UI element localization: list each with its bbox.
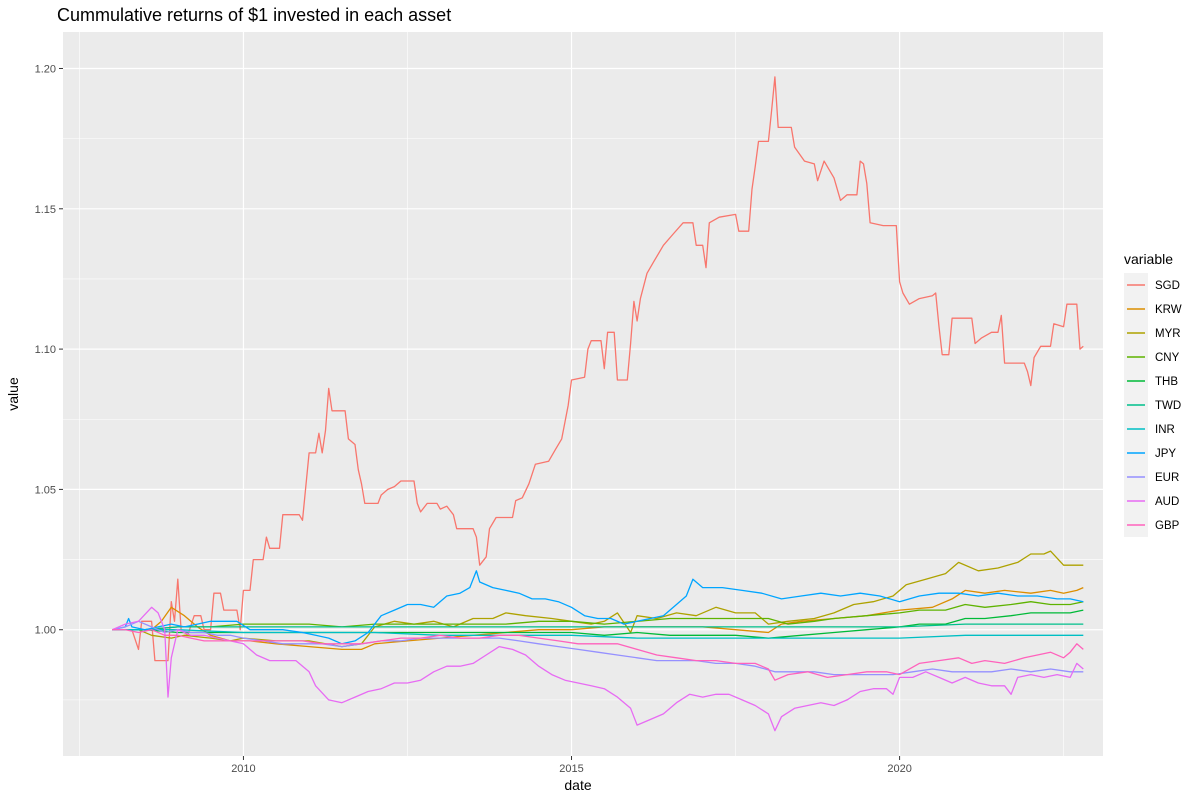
series-lines: [111, 76, 1084, 732]
y-tick-label: 1.05: [35, 484, 56, 496]
x-tick-label: 2010: [231, 763, 255, 775]
legend-label-aud: AUD: [1155, 496, 1179, 508]
series-line-inr: [112, 629, 1084, 639]
y-axis-title: value: [5, 377, 21, 411]
legend-label-jpy: JPY: [1155, 448, 1176, 460]
x-tick-label: 2020: [887, 763, 911, 775]
legend-label-twd: TWD: [1155, 400, 1181, 412]
series-line-sgd: [112, 76, 1084, 662]
x-axis: 2010 2015 2020: [231, 756, 912, 775]
series-line-twd: [112, 623, 1084, 631]
legend-label-sgd: SGD: [1155, 280, 1180, 292]
series-line-gbp: [112, 629, 1084, 681]
legend-label-myr: MYR: [1155, 328, 1181, 340]
legend-label-thb: THB: [1155, 376, 1178, 388]
legend-label-krw: KRW: [1155, 304, 1182, 316]
chart-title: Cummulative returns of $1 invested in ea…: [57, 5, 451, 25]
series-line-cny: [112, 601, 1084, 631]
legend-label-gbp: GBP: [1155, 520, 1180, 532]
series-line-jpy: [112, 570, 1084, 645]
y-tick-label: 1.10: [35, 344, 56, 356]
legend: variable SGD KRW MYR CNY THB TWD INR JPY EUR AUD G…: [1124, 251, 1182, 537]
gridlines: [63, 32, 1103, 756]
plot-panel: [63, 32, 1103, 756]
y-tick-label: 1.00: [35, 625, 56, 637]
legend-label-eur: EUR: [1155, 472, 1179, 484]
series-line-aud: [111, 606, 1084, 732]
legend-title: variable: [1124, 251, 1173, 267]
y-axis: 1.00 1.05 1.10 1.15 1.20: [35, 63, 63, 637]
legend-label-inr: INR: [1155, 424, 1175, 436]
series-line-eur: [112, 620, 1084, 676]
x-tick-label: 2015: [559, 763, 583, 775]
y-tick-label: 1.15: [35, 204, 56, 216]
y-tick-label: 1.20: [35, 63, 56, 75]
legend-label-cny: CNY: [1155, 352, 1180, 364]
x-axis-title: date: [564, 777, 591, 793]
